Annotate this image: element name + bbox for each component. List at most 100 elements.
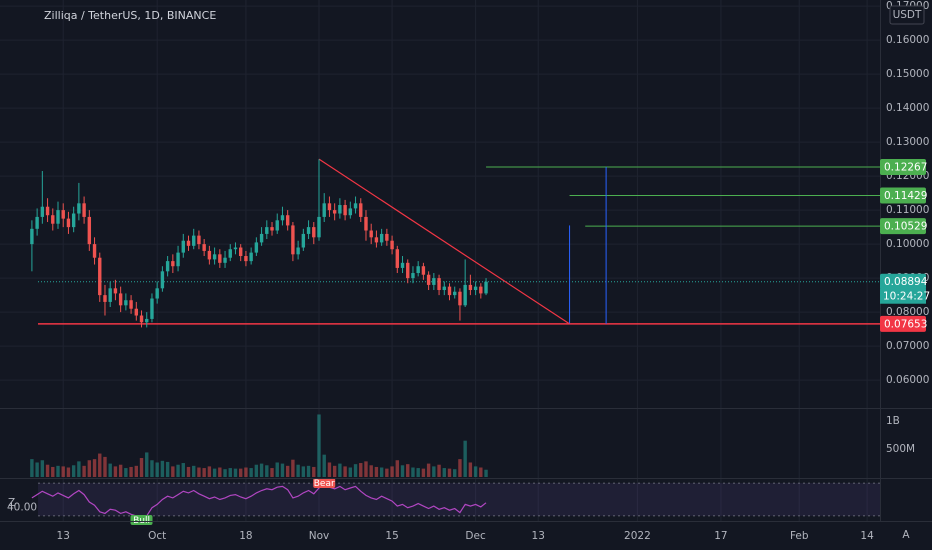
candle-body [447, 286, 452, 296]
volume-bar [207, 466, 212, 477]
candle-body [395, 249, 399, 268]
volume-bar [400, 465, 405, 477]
candle-body [468, 284, 473, 291]
volume-bar [364, 461, 368, 477]
volume-bar [348, 467, 353, 477]
candle-body [317, 216, 321, 238]
volume-bar [343, 466, 347, 477]
candle-body [254, 242, 259, 253]
volume-bar [103, 456, 107, 477]
volume-bar [338, 463, 342, 477]
volume-bar [82, 465, 86, 477]
candle-body [239, 247, 243, 257]
candle-body [369, 230, 373, 238]
volume-bar [312, 466, 316, 477]
volume-bar [77, 461, 81, 477]
y-tick-label: 0.15000 [886, 68, 929, 80]
candle-body [197, 235, 201, 245]
y-tick-label: 0.13000 [886, 136, 929, 148]
volume-bar [285, 465, 290, 477]
volume-bar [186, 466, 191, 477]
candle-body [437, 278, 441, 291]
volume-bar [291, 459, 295, 477]
level-label: 0.10529 [884, 221, 927, 233]
candle-body [212, 254, 217, 260]
volume-bar [432, 466, 436, 477]
volume-bar [254, 464, 259, 477]
x-tick-label: 17 [714, 530, 727, 542]
candle-body [343, 205, 347, 216]
y-tick-label: 0.10000 [886, 238, 929, 250]
candle-body [233, 247, 238, 250]
volume-bar [35, 462, 39, 477]
y-tick-label: 0.11000 [886, 204, 929, 216]
support-label: 0.07653 [884, 318, 927, 330]
candle-body [291, 225, 295, 255]
volume-bar [327, 462, 332, 477]
rsi-line [31, 484, 487, 519]
volume-bar [218, 467, 222, 477]
volume-bar [322, 454, 326, 477]
x-tick-label: 14 [860, 530, 874, 542]
x-tick-label: 15 [385, 530, 398, 542]
volume-bar [416, 468, 420, 477]
volume-bar [61, 466, 65, 477]
candle-body [379, 233, 384, 243]
volume-bar [484, 469, 488, 477]
candle-body [82, 203, 86, 217]
y-tick-label: 0.14000 [886, 102, 929, 114]
x-tick-label: Feb [790, 530, 809, 542]
x-tick-label: Oct [148, 530, 166, 542]
candle-body [432, 278, 436, 285]
scale-button[interactable]: Z [8, 497, 15, 509]
x-tick-label: 13 [532, 530, 545, 542]
volume-bar [171, 466, 175, 477]
currency-box[interactable] [889, 5, 925, 25]
candle-body [301, 233, 306, 248]
candle-body [155, 288, 159, 299]
level-label-box [880, 159, 926, 176]
candle-body [223, 257, 227, 263]
candle-body [406, 262, 410, 279]
auto-scale-button[interactable]: A [902, 529, 910, 541]
volume-bar [244, 467, 248, 477]
volume-bar [165, 461, 170, 477]
volume-bar [202, 468, 206, 477]
volume-bar [223, 469, 227, 477]
x-tick-label: Nov [309, 530, 330, 542]
volume-bar [134, 465, 138, 477]
y-tick-label: 0.06000 [886, 374, 929, 386]
volume-bar [385, 468, 389, 477]
candle-body [181, 240, 185, 253]
volume-bar [473, 466, 478, 477]
candle-body [244, 256, 248, 262]
candle-body [306, 227, 311, 234]
volume-bar [301, 466, 306, 477]
volume-bar [479, 467, 483, 477]
volume-bar [453, 469, 457, 477]
candle-body [160, 271, 165, 289]
currency[interactable]: USDT [893, 9, 922, 21]
candle-body [259, 233, 264, 243]
y-tick-label: 0.16000 [886, 34, 929, 46]
candle-body [150, 298, 154, 319]
candle-body [165, 261, 170, 272]
candle-body [442, 286, 446, 291]
candle-body [416, 266, 420, 274]
candle-body [66, 218, 71, 228]
volume-bar [437, 464, 441, 477]
volume-bar [145, 452, 149, 477]
volume-bar [45, 464, 50, 477]
candle-body [56, 210, 60, 224]
candle-body [113, 288, 118, 294]
candle-body [312, 227, 316, 238]
candle-body [51, 215, 55, 224]
y-tick-label: 0.08000 [886, 306, 929, 318]
volume-bar [239, 468, 243, 477]
volume-bar [390, 466, 394, 477]
volume-bar [124, 468, 128, 477]
volume-bar [442, 468, 446, 477]
candle-body [463, 284, 467, 306]
candle-body [61, 210, 65, 219]
